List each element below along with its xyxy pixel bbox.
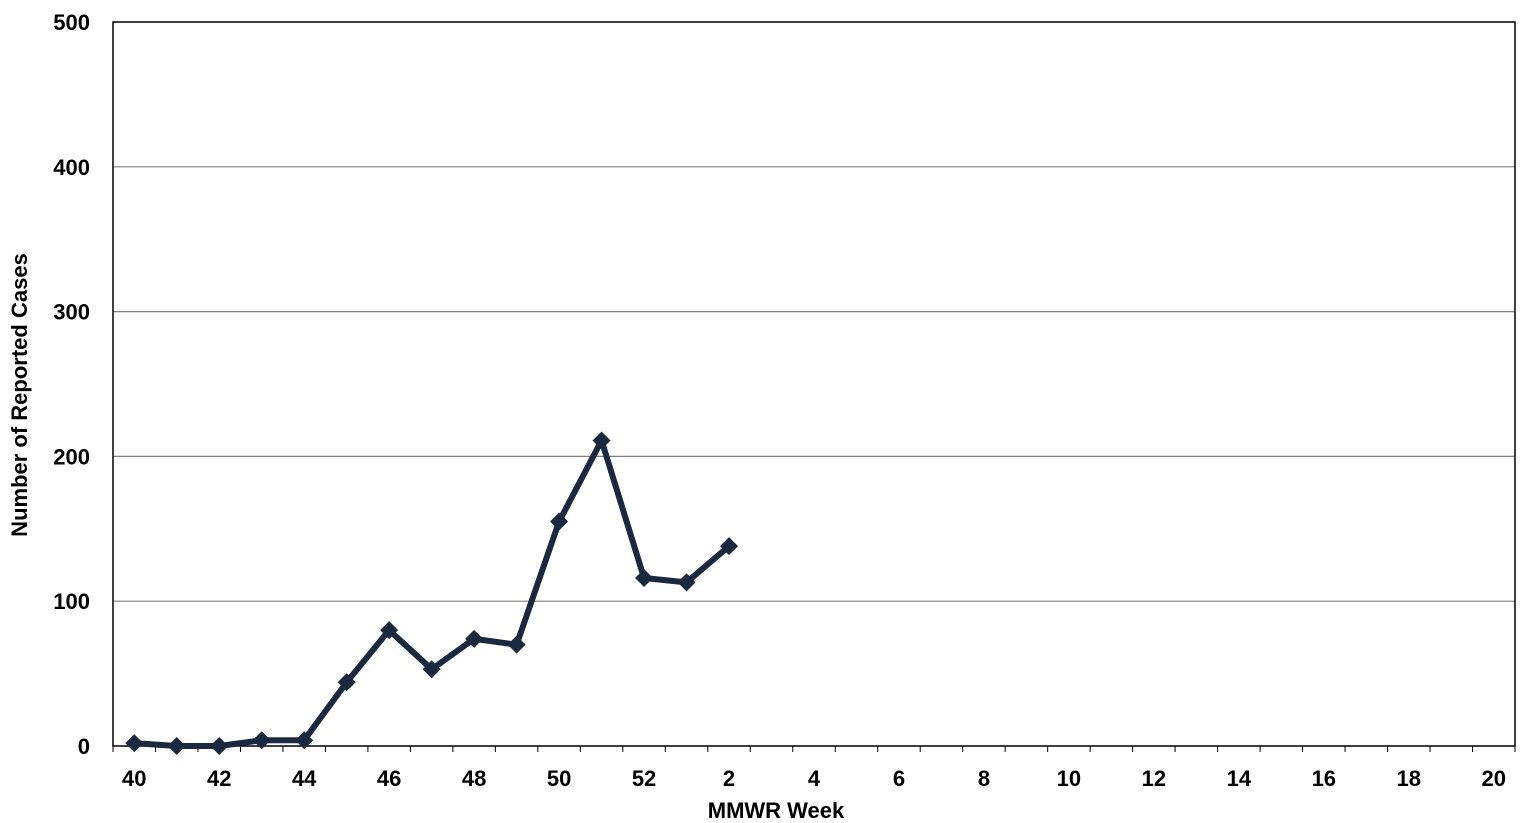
data-point-marker [592, 431, 611, 450]
x-tick-label: 14 [1227, 766, 1252, 791]
x-axis-ticks: 40 42 44 46 48 50 52 2 4 6 8 10 12 14 16 18 20 [112, 746, 1516, 791]
data-point-marker [252, 731, 271, 750]
x-tick-label: 8 [978, 766, 990, 791]
x-tick-label: 42 [207, 766, 231, 791]
x-tick-label: 4 [808, 766, 821, 791]
x-axis-title: MMWR Week [708, 798, 845, 823]
x-tick-label: 10 [1057, 766, 1081, 791]
data-point-marker [295, 731, 314, 750]
data-point-marker [550, 512, 569, 531]
data-point-marker [337, 673, 356, 692]
y-tick-label: 100 [53, 589, 90, 614]
y-axis-tick-labels: 0 100 200 300 400 500 [53, 10, 90, 759]
data-point-marker [125, 734, 144, 753]
x-tick-label: 6 [893, 766, 905, 791]
x-tick-label: 48 [462, 766, 486, 791]
series-line [134, 437, 731, 749]
data-point-marker [635, 569, 654, 588]
series-layer [125, 431, 739, 755]
x-tick-label: 12 [1142, 766, 1166, 791]
y-axis-title: Number of Reported Cases [7, 253, 32, 537]
x-tick-label: 2 [723, 766, 735, 791]
data-point-marker [720, 537, 739, 556]
y-tick-label: 300 [53, 300, 90, 325]
data-point-marker [507, 635, 526, 654]
y-tick-label: 200 [53, 444, 90, 469]
data-point-marker [422, 660, 441, 679]
y-tick-label: 400 [53, 155, 90, 180]
data-point-marker [677, 573, 696, 592]
data-point-marker [167, 737, 186, 755]
x-tick-label: 44 [292, 766, 317, 791]
gridlines [113, 166, 1515, 602]
x-tick-label: 50 [547, 766, 571, 791]
data-point-marker [465, 629, 484, 648]
x-tick-label: 46 [377, 766, 401, 791]
x-tick-label: 52 [632, 766, 656, 791]
x-tick-label: 16 [1312, 766, 1336, 791]
y-tick-label: 0 [78, 734, 90, 759]
data-point-marker [380, 621, 399, 640]
x-tick-label: 20 [1482, 766, 1506, 791]
data-point-marker [210, 737, 229, 755]
plot-area-frame [112, 21, 1516, 747]
x-tick-label: 18 [1397, 766, 1421, 791]
x-tick-label: 40 [122, 766, 146, 791]
y-tick-label: 500 [53, 10, 90, 35]
